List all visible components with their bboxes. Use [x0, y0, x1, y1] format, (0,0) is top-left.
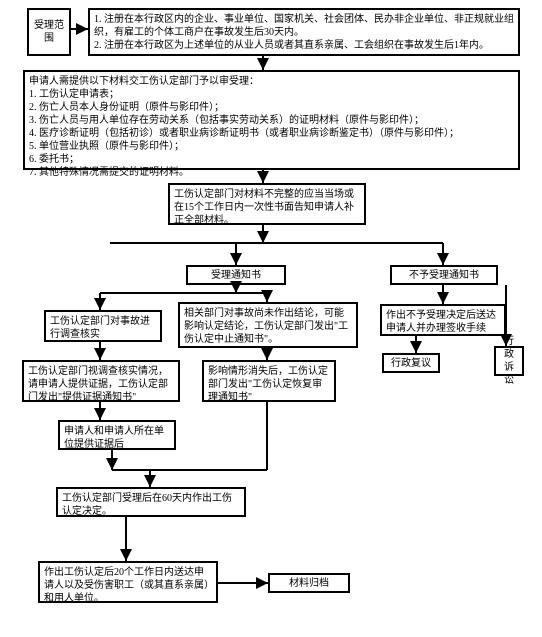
reject-decision-box: 作出不予受理决定后送达申请人并办理签收手续 — [380, 304, 506, 336]
mid-suspend-text: 相关部门对事故尚未作出结论，可能影响认定结论，工伤认定部门发出"工伤认定中止通知… — [184, 308, 348, 345]
archive-box: 材料归档 — [268, 573, 350, 593]
left-evidence-box: 工伤认定部门视调查核实情况，请申请人提供证据，工伤认定部门发出"提供证据通知书" — [22, 360, 180, 402]
incomplete-text: 工伤认定部门对材料不完整的应当当场或在15个工作日内一次性书面告知申请人补正全部… — [174, 189, 354, 226]
accept-notice-box: 受理通知书 — [186, 265, 286, 285]
incomplete-box: 工伤认定部门对材料不完整的应当当场或在15个工作日内一次性书面告知申请人补正全部… — [168, 183, 366, 225]
deliver-20-box: 作出工伤认定后20个工作日内送达申请人以及受伤害职工（或其直系亲属）和用人单位。 — [38, 561, 218, 603]
accept-notice-text: 受理通知书 — [211, 269, 261, 282]
admin-review-text: 行政复议 — [391, 357, 431, 370]
left-investigate-box: 工伤认定部门对事故进行调查核实 — [44, 310, 162, 342]
reject-decision-text: 作出不予受理决定后送达申请人并办理签收手续 — [386, 310, 496, 334]
scope-label-text: 受理范围 — [33, 19, 65, 45]
archive-text: 材料归档 — [289, 577, 329, 590]
materials-text: 申请人需提供以下材料交工伤认定部门予以审受理： 1. 工伤认定申请表； 2. 伤… — [29, 76, 459, 178]
mid-resume-text: 影响情形消失后，工伤认定部门发出"工伤认定恢复审理通知书" — [208, 366, 328, 403]
decision-60-box: 工伤认定部门受理后在60天内作出工伤认定决定。 — [56, 487, 246, 517]
mid-resume-box: 影响情形消失后，工伤认定部门发出"工伤认定恢复审理通知书" — [202, 360, 336, 402]
materials-box: 申请人需提供以下材料交工伤认定部门予以审受理： 1. 工伤认定申请表； 2. 伤… — [23, 70, 520, 170]
admin-review-box: 行政复议 — [382, 353, 440, 373]
after-evidence-text: 申请人和申请人所在单位提供证据后 — [64, 426, 164, 450]
reject-notice-box: 不予受理通知书 — [390, 265, 498, 285]
after-evidence-box: 申请人和申请人所在单位提供证据后 — [58, 420, 176, 450]
admin-litigation-text: 行政诉讼 — [500, 335, 518, 387]
reject-notice-text: 不予受理通知书 — [409, 269, 479, 282]
mid-suspend-box: 相关部门对事故尚未作出结论，可能影响认定结论，工伤认定部门发出"工伤认定中止通知… — [178, 302, 358, 348]
scope-text-box: 1. 注册在本行政区内的企业、事业单位、国家机关、社会团体、民办非企业单位、非正… — [88, 8, 520, 56]
left-investigate-text: 工伤认定部门对事故进行调查核实 — [50, 316, 150, 340]
decision-60-text: 工伤认定部门受理后在60天内作出工伤认定决定。 — [62, 493, 232, 517]
left-evidence-text: 工伤认定部门视调查核实情况，请申请人提供证据，工伤认定部门发出"提供证据通知书" — [28, 366, 168, 403]
scope-text: 1. 注册在本行政区内的企业、事业单位、国家机关、社会团体、民办非企业单位、非正… — [94, 14, 514, 51]
scope-label-box: 受理范围 — [27, 8, 71, 56]
admin-litigation-box: 行政诉讼 — [494, 346, 524, 376]
deliver-20-text: 作出工伤认定后20个工作日内送达申请人以及受伤害职工（或其直系亲属）和用人单位。 — [44, 567, 209, 604]
